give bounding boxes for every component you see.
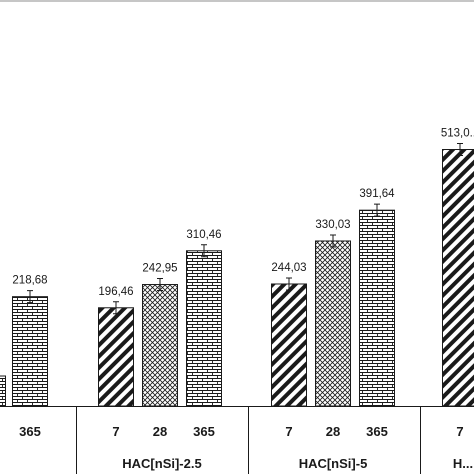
group-label-2: HAC[nSi]-5 (299, 456, 368, 471)
bar-1-1 (142, 284, 178, 407)
bar-1-2 (186, 250, 222, 407)
group-separators (76, 406, 421, 474)
bar-0-1 (12, 296, 48, 407)
group-label-1: HAC[nSi]-2.5 (122, 456, 201, 471)
error-bar-2-0 (286, 277, 292, 291)
value-label-1-0: 196,46 (98, 286, 133, 298)
error-bar-1-2 (201, 244, 207, 258)
x-tick-label-1-1: 28 (153, 424, 167, 439)
x-tick-label-2-2: 365 (366, 424, 388, 439)
error-bar-0-1 (27, 290, 33, 304)
bar-1-0 (98, 307, 134, 407)
value-label-1-2: 310,46 (186, 229, 221, 241)
value-label-2-2: 391,64 (359, 188, 395, 200)
bar-3-0 (442, 149, 474, 407)
x-tick-label-1-0: 7 (112, 424, 119, 439)
error-bar-3-0 (457, 143, 463, 156)
error-bar-1-1 (157, 278, 163, 292)
error-bar-2-2 (374, 203, 380, 217)
x-tick-label-1-2: 365 (193, 424, 215, 439)
value-label-2-1: 330,03 (315, 219, 350, 231)
x-tick-label-2-1: 28 (326, 424, 340, 439)
bar-2-0 (271, 283, 307, 407)
bar-0-0 (0, 375, 6, 407)
error-bar-2-1 (330, 234, 336, 248)
bar-2-2 (359, 209, 395, 407)
group-label-3: H... (453, 456, 473, 471)
value-label-3-0: 513,0... (441, 128, 474, 140)
value-label-0-1: 218,68 (12, 275, 47, 287)
labels-layer: 218,68 365 196,46 7 242,95 28 310,46 365 HAC[nSi… (12, 128, 474, 472)
x-tick-label-3-0: 7 (456, 424, 463, 439)
value-label-2-0: 244,03 (271, 262, 306, 274)
bar-2-1 (315, 240, 351, 407)
bars-layer (0, 143, 474, 407)
value-label-1-1: 242,95 (142, 263, 177, 275)
error-bar-1-0 (113, 301, 119, 315)
x-tick-label-2-0: 7 (285, 424, 292, 439)
x-tick-label-0-1: 365 (19, 424, 41, 439)
